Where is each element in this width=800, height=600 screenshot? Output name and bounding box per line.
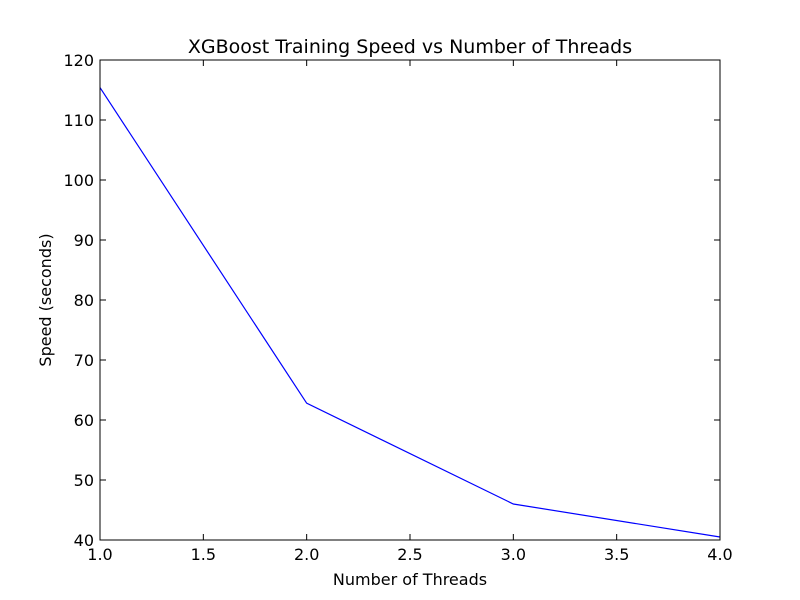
y-tick-label: 70 — [74, 351, 94, 370]
x-tick-label: 3.5 — [604, 545, 629, 564]
plot-frame — [99, 59, 721, 541]
chart-title: XGBoost Training Speed vs Number of Thre… — [188, 36, 632, 58]
x-tick-label: 3.0 — [501, 545, 526, 564]
y-tick-label: 100 — [63, 171, 94, 190]
series-layer — [99, 87, 721, 538]
x-tick-label: 1.0 — [87, 545, 112, 564]
x-axis-ticks: 1.0 1.5 2.0 2.5 3.0 3.5 4.0 — [87, 60, 733, 564]
y-tick-label: 110 — [63, 111, 94, 130]
y-tick-label: 60 — [74, 411, 94, 430]
y-tick-label: 120 — [63, 51, 94, 70]
y-axis-ticks: 40 50 60 70 80 90 100 110 120 — [63, 51, 720, 550]
y-tick-label: 40 — [74, 531, 94, 550]
series-line-0 — [99, 87, 721, 538]
y-tick-label: 50 — [74, 471, 94, 490]
y-tick-label: 90 — [74, 231, 94, 250]
x-tick-label: 2.0 — [294, 545, 319, 564]
y-axis-label: Speed (seconds) — [36, 233, 55, 366]
x-tick-label: 4.0 — [707, 545, 732, 564]
x-tick-label: 2.5 — [397, 545, 422, 564]
y-tick-label: 80 — [74, 291, 94, 310]
x-axis-label: Number of Threads — [333, 570, 487, 589]
x-tick-label: 1.5 — [191, 545, 216, 564]
